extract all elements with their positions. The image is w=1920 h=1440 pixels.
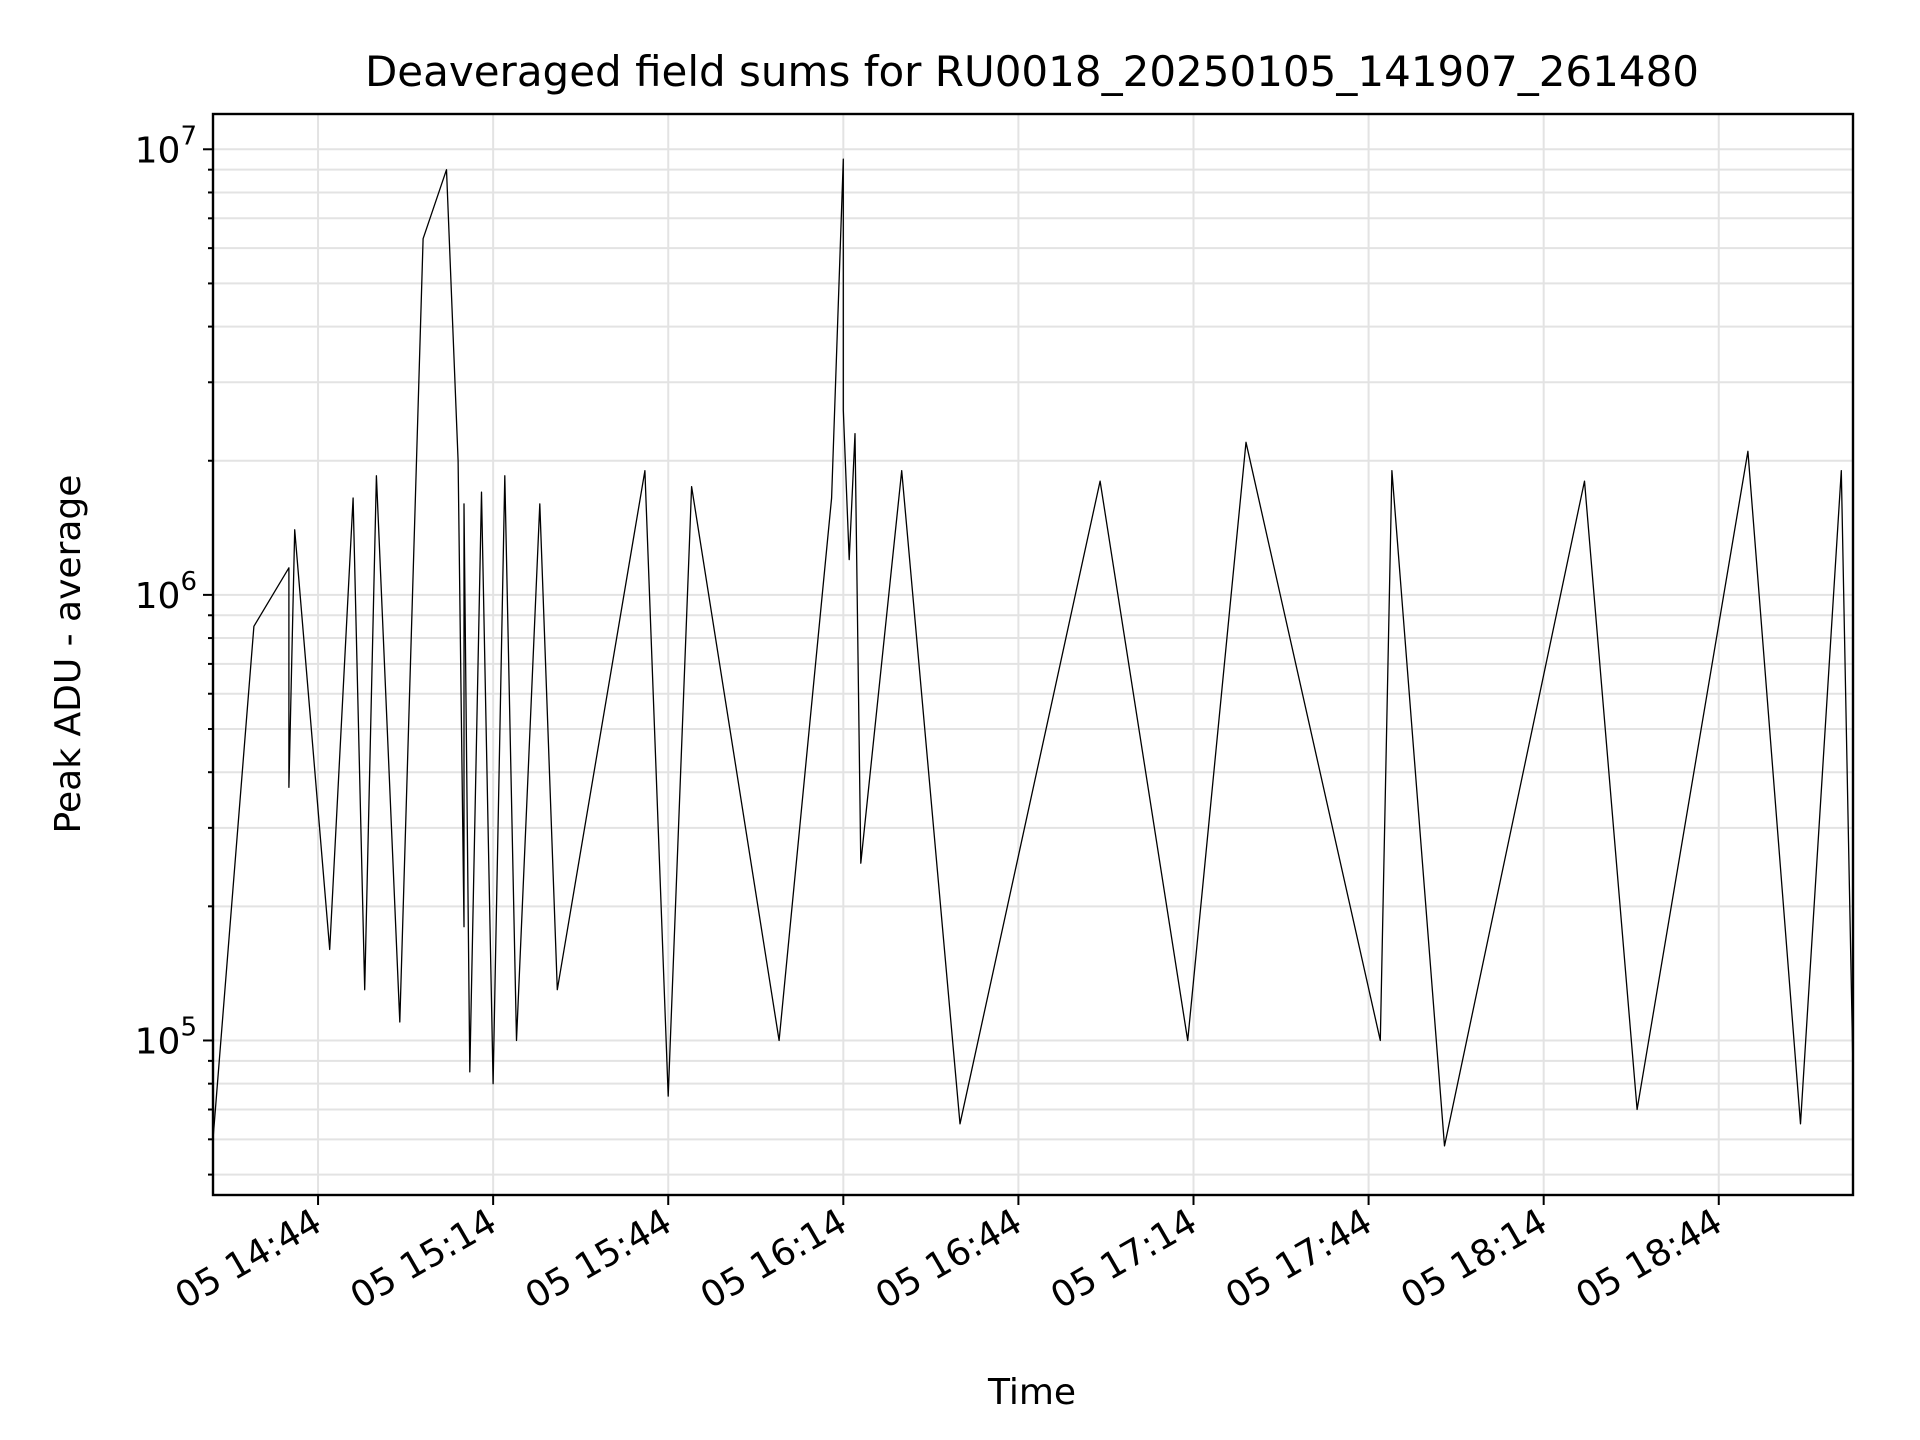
plot-frame <box>211 112 1855 1197</box>
x-tick-label: 05 15:14 <box>344 1201 504 1317</box>
x-tick-label: 05 18:44 <box>1569 1201 1729 1317</box>
x-tick-label: 05 18:14 <box>1394 1201 1554 1317</box>
x-tick-label: 05 14:44 <box>169 1201 329 1317</box>
x-tick-label: 05 17:44 <box>1219 1201 1379 1317</box>
x-tick-label: 05 17:14 <box>1044 1201 1204 1317</box>
x-tick-label: 05 16:44 <box>869 1201 1029 1317</box>
x-tick-label: 05 16:14 <box>694 1201 854 1317</box>
y-axis-label: Peak ADU - average <box>48 475 89 834</box>
y-tick-label: 106 <box>135 567 197 617</box>
chart-title: Deaveraged field sums for RU0018_2025010… <box>365 47 1699 96</box>
x-axis: 05 14:44 05 15:14 05 15:44 05 16:14 05 16:44… <box>169 1195 1729 1317</box>
x-axis-label: Time <box>987 1372 1076 1413</box>
y-tick-label: 107 <box>135 121 197 171</box>
y-tick-label: 105 <box>135 1012 197 1062</box>
series-line <box>212 158 1854 1147</box>
y-axis: 105 106 107 <box>135 121 213 1176</box>
x-tick-label: 05 15:44 <box>519 1201 679 1317</box>
grid <box>213 114 1853 1195</box>
